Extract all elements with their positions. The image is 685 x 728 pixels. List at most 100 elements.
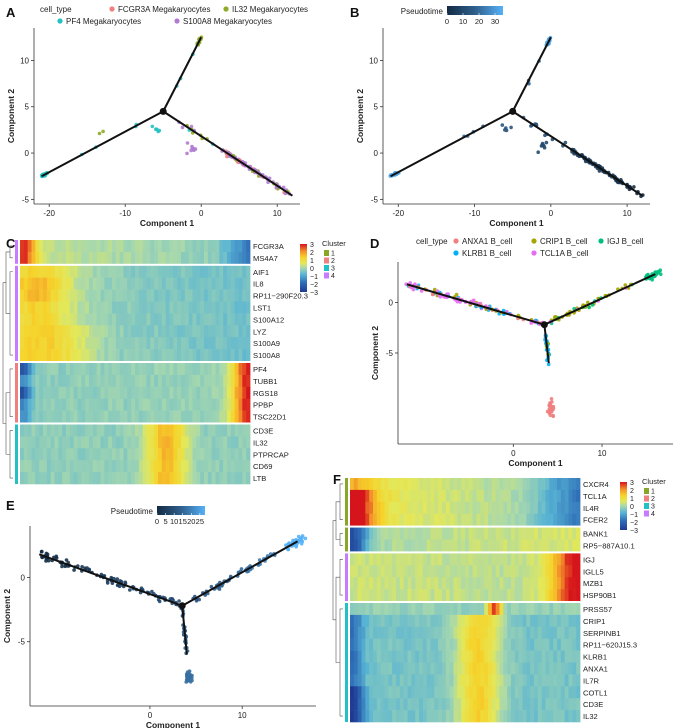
heat-cell bbox=[108, 289, 113, 302]
heat-cell bbox=[557, 662, 562, 675]
heat-cell bbox=[77, 374, 82, 388]
heat-cell bbox=[62, 240, 67, 253]
heat-cell bbox=[557, 698, 562, 711]
heat-cell bbox=[177, 289, 182, 302]
cell-point bbox=[553, 315, 557, 319]
heat-cell bbox=[238, 374, 243, 388]
heat-cell bbox=[115, 325, 121, 338]
heat-cell bbox=[131, 301, 136, 314]
heat-cell bbox=[353, 662, 359, 675]
heat-cell bbox=[211, 251, 216, 265]
heat-cell bbox=[411, 650, 416, 663]
heat-cell bbox=[403, 565, 408, 578]
cell-point bbox=[44, 559, 48, 563]
heat-cell bbox=[131, 386, 136, 399]
cell-point bbox=[563, 140, 568, 145]
heat-cell bbox=[96, 472, 101, 485]
heat-cell bbox=[403, 478, 408, 491]
heat-cell bbox=[442, 589, 447, 602]
heat-cell bbox=[568, 501, 573, 514]
heat-cell bbox=[507, 589, 512, 602]
heat-cell bbox=[576, 589, 581, 602]
heat-cell bbox=[108, 251, 113, 265]
heat-cell bbox=[165, 240, 170, 253]
heat-cell bbox=[564, 614, 569, 628]
heat-cell bbox=[499, 577, 504, 590]
heat-cell bbox=[54, 337, 59, 350]
heat-cell bbox=[215, 337, 220, 350]
heat-cell bbox=[560, 614, 566, 628]
heat-cell bbox=[407, 513, 412, 526]
heat-cell bbox=[146, 436, 151, 449]
heat-cell bbox=[123, 289, 128, 302]
heat-cell bbox=[58, 349, 63, 362]
heat-cell bbox=[119, 265, 124, 278]
cluster-gap bbox=[20, 361, 250, 363]
cell-point bbox=[550, 400, 554, 404]
heat-cell bbox=[69, 386, 75, 399]
heat-cell bbox=[415, 686, 420, 699]
heat-cell bbox=[430, 539, 435, 552]
heat-cell bbox=[476, 501, 481, 514]
heat-cell bbox=[392, 589, 397, 602]
cell-point bbox=[286, 547, 290, 552]
heat-cell bbox=[142, 448, 147, 461]
heat-cell bbox=[399, 674, 405, 687]
heat-cell bbox=[50, 240, 55, 253]
heat-cell bbox=[184, 251, 190, 265]
heat-cell bbox=[115, 349, 121, 362]
heat-cell bbox=[85, 265, 90, 278]
heat-cell bbox=[472, 589, 477, 602]
heat-cell bbox=[422, 603, 428, 616]
heat-cell bbox=[415, 565, 420, 578]
heat-cell bbox=[518, 553, 523, 566]
heat-cell bbox=[503, 589, 508, 602]
heat-cell bbox=[472, 577, 477, 590]
heat-cell bbox=[407, 674, 412, 687]
heat-cell bbox=[161, 240, 167, 253]
heat-cell bbox=[207, 301, 213, 314]
heat-cell bbox=[518, 674, 523, 687]
gene-label: RP5−887A10.1 bbox=[583, 541, 635, 550]
branch-point bbox=[540, 321, 548, 329]
heat-cell bbox=[31, 277, 36, 290]
heat-cell bbox=[100, 363, 105, 376]
heat-cell bbox=[388, 589, 393, 602]
heat-cell bbox=[472, 489, 477, 503]
heat-cell bbox=[380, 650, 385, 663]
heat-cell bbox=[154, 277, 159, 290]
heat-cell bbox=[549, 589, 554, 602]
heat-cell bbox=[23, 265, 29, 278]
gene-label: COTL1 bbox=[583, 688, 607, 697]
heat-scale-label: −3 bbox=[310, 290, 318, 297]
heat-cell bbox=[541, 638, 546, 651]
heat-cell bbox=[453, 539, 458, 552]
heat-cell bbox=[461, 539, 466, 552]
heat-cell bbox=[476, 710, 481, 723]
cluster-gap bbox=[350, 601, 580, 603]
heat-cell bbox=[223, 349, 228, 362]
cluster-legend-swatch bbox=[324, 257, 329, 264]
heat-cell bbox=[54, 363, 59, 376]
heat-cell bbox=[361, 698, 366, 711]
heat-cell bbox=[46, 337, 52, 350]
heat-cell bbox=[491, 553, 497, 566]
cell-point bbox=[117, 584, 122, 589]
heat-cell bbox=[357, 577, 362, 590]
cell-point bbox=[177, 599, 181, 603]
y-tick-label: -5 bbox=[18, 638, 26, 647]
heat-cell bbox=[499, 698, 504, 711]
heat-cell bbox=[123, 251, 128, 265]
heat-cell bbox=[376, 539, 382, 552]
gene-label: RGS18 bbox=[253, 389, 278, 398]
heat-cell bbox=[511, 626, 516, 639]
heat-cell bbox=[154, 301, 159, 314]
heat-cell bbox=[380, 527, 385, 540]
heat-cell bbox=[407, 527, 412, 540]
heat-cell bbox=[62, 337, 67, 350]
heat-cell bbox=[388, 603, 393, 616]
heat-cell bbox=[380, 489, 385, 503]
heat-cell bbox=[161, 436, 167, 449]
heat-cell bbox=[468, 501, 474, 514]
